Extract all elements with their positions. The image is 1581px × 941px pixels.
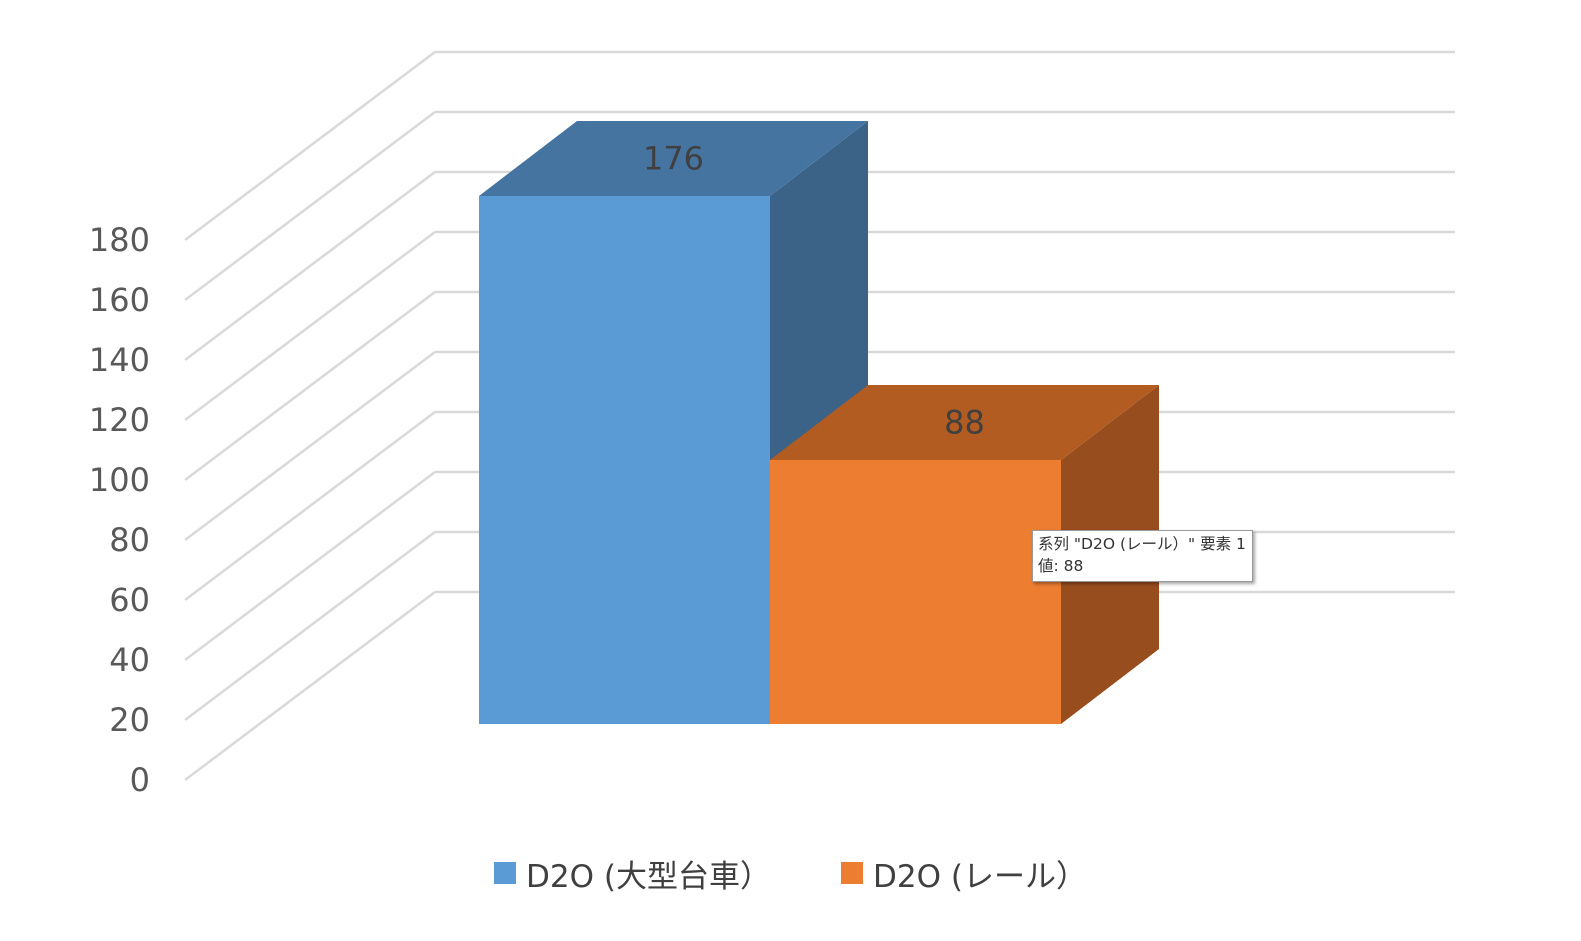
bar-front-series-2 [770, 460, 1061, 724]
data-label-series-2: 88 [944, 404, 985, 442]
bar-top-series-2 [770, 385, 1159, 460]
y-tick-label: 60 [109, 581, 150, 619]
gridline-side [184, 171, 436, 361]
gridline-side [184, 471, 436, 661]
y-tick-label: 180 [89, 221, 150, 259]
chart-legend: D2O (大型台車） D2O (レール） [0, 848, 1581, 898]
y-tick-label: 160 [89, 281, 150, 319]
legend-label: D2O (レール） [873, 858, 1087, 895]
y-tick-label: 120 [89, 401, 150, 439]
y-tick-label: 80 [109, 521, 150, 559]
y-tick-label: 20 [109, 701, 150, 739]
gridline-side [184, 231, 436, 421]
legend-swatch-orange [841, 862, 863, 884]
data-point-tooltip: 系列 "D2O (レール）" 要素 1 値: 88 [1032, 530, 1253, 582]
y-tick-label: 40 [109, 641, 150, 679]
legend-item-series-2[interactable]: D2O (レール） [841, 851, 1087, 896]
legend-label: D2O (大型台車） [526, 858, 771, 895]
tooltip-value-line: 値: 88 [1038, 557, 1084, 575]
gridline-side [184, 591, 436, 781]
bar-top-series-1 [479, 121, 868, 196]
y-tick-label: 0 [130, 761, 150, 799]
bar-front-series-1 [479, 196, 770, 724]
gridline-side [184, 291, 436, 481]
legend-item-series-1[interactable]: D2O (大型台車） [494, 851, 771, 896]
data-label-series-1: 176 [643, 140, 704, 178]
y-tick-label: 140 [89, 341, 150, 379]
legend-swatch-blue [494, 862, 517, 884]
gridline-side [184, 351, 436, 541]
gridline-side [184, 51, 436, 241]
gridline-side [184, 411, 436, 601]
gridline-side [184, 111, 436, 301]
y-tick-label: 100 [89, 461, 150, 499]
gridline-side [184, 531, 436, 721]
tooltip-series-line: 系列 "D2O (レール）" 要素 1 [1038, 535, 1246, 553]
